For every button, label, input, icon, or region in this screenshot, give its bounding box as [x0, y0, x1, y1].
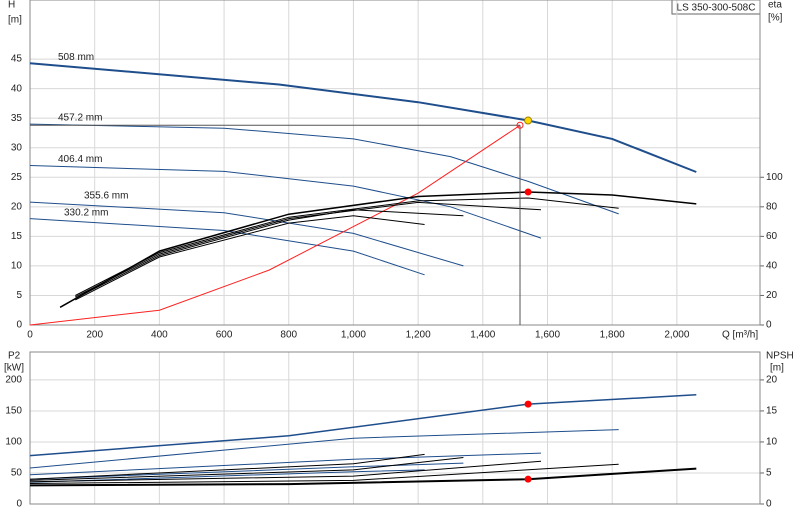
x-tick-label: 400	[151, 330, 168, 341]
curve	[29, 429, 619, 469]
y-tick-label: 20	[11, 201, 23, 212]
curve	[29, 453, 425, 480]
duty-point	[524, 475, 532, 483]
y-label: H	[8, 0, 15, 11]
curve	[75, 209, 464, 299]
curve	[75, 201, 542, 298]
system-point	[516, 121, 524, 129]
curve	[29, 469, 425, 483]
y2-tick-label: 15	[766, 406, 778, 417]
chart-title: LS 350-300-508C	[677, 3, 756, 14]
curve-label: 406.4 mm	[58, 154, 102, 165]
y2-tick-label: 0	[766, 320, 772, 331]
y2-tick-label: 5	[766, 468, 772, 479]
curve	[29, 123, 619, 215]
y2-unit: [m]	[770, 363, 784, 374]
x-tick-label: 2,000	[664, 330, 689, 341]
y-tick-label: 150	[5, 406, 22, 417]
y2-label: eta	[768, 0, 782, 11]
x-tick-label: 600	[216, 330, 233, 341]
y-tick-label: 35	[11, 113, 23, 124]
curve	[29, 218, 425, 276]
y-tick-label: 0	[16, 320, 22, 331]
x-tick-label: 1,600	[535, 330, 560, 341]
y-label: P2	[8, 351, 21, 362]
y-unit: [m]	[8, 15, 22, 26]
y2-tick-label: 20	[766, 290, 778, 301]
curve	[75, 197, 619, 296]
x-tick-label: 1,200	[406, 330, 431, 341]
plot-frame	[29, 351, 761, 505]
y-tick-label: 5	[16, 290, 22, 301]
y-tick-label: 0	[16, 499, 22, 510]
y2-unit: [%]	[768, 13, 783, 24]
y2-tick-label: 0	[766, 499, 772, 510]
curve-label: 508 mm	[58, 52, 94, 63]
x-tick-label: 1,400	[470, 330, 495, 341]
duty-point	[524, 188, 532, 196]
y-tick-label: 40	[11, 83, 23, 94]
curve	[29, 394, 697, 457]
y2-tick-label: 60	[766, 231, 778, 242]
x-tick-label: 200	[86, 330, 103, 341]
curve	[59, 191, 697, 308]
y-unit: [kW]	[4, 363, 24, 374]
curve	[29, 460, 542, 483]
curve	[29, 165, 542, 239]
y-tick-label: 30	[11, 142, 23, 153]
curve	[29, 452, 542, 476]
y2-tick-label: 100	[766, 172, 783, 183]
y-tick-label: 200	[5, 375, 22, 386]
curve	[75, 215, 425, 301]
y-tick-label: 50	[11, 468, 23, 479]
x-tick-label: 1,800	[600, 330, 625, 341]
curve-label: 457.2 mm	[58, 113, 102, 124]
duty-point	[524, 400, 532, 408]
curve	[29, 124, 521, 326]
y-tick-label: 10	[11, 261, 23, 272]
curve-label: 355.6 mm	[84, 191, 128, 202]
curve	[29, 457, 464, 481]
y2-tick-label: 20	[766, 375, 778, 386]
x-tick-label: 0	[27, 330, 33, 341]
y2-tick-label: 40	[766, 261, 778, 272]
y2-label: NPSH	[766, 351, 794, 362]
x-tick-label: 1,000	[341, 330, 366, 341]
x-tick-label: 800	[280, 330, 297, 341]
y-tick-label: 25	[11, 172, 23, 183]
curve	[29, 462, 464, 480]
y-tick-label: 45	[11, 54, 23, 65]
plot-frame	[29, 0, 761, 326]
x-label: Q [m³/h]	[722, 330, 758, 341]
y2-tick-label: 10	[766, 437, 778, 448]
duty-point	[524, 116, 533, 125]
curve-label: 330.2 mm	[64, 207, 108, 218]
y-tick-label: 100	[5, 437, 22, 448]
curve	[29, 62, 697, 173]
y-tick-label: 15	[11, 231, 23, 242]
y2-tick-label: 80	[766, 201, 778, 212]
curve	[29, 467, 697, 487]
curve	[29, 463, 619, 484]
